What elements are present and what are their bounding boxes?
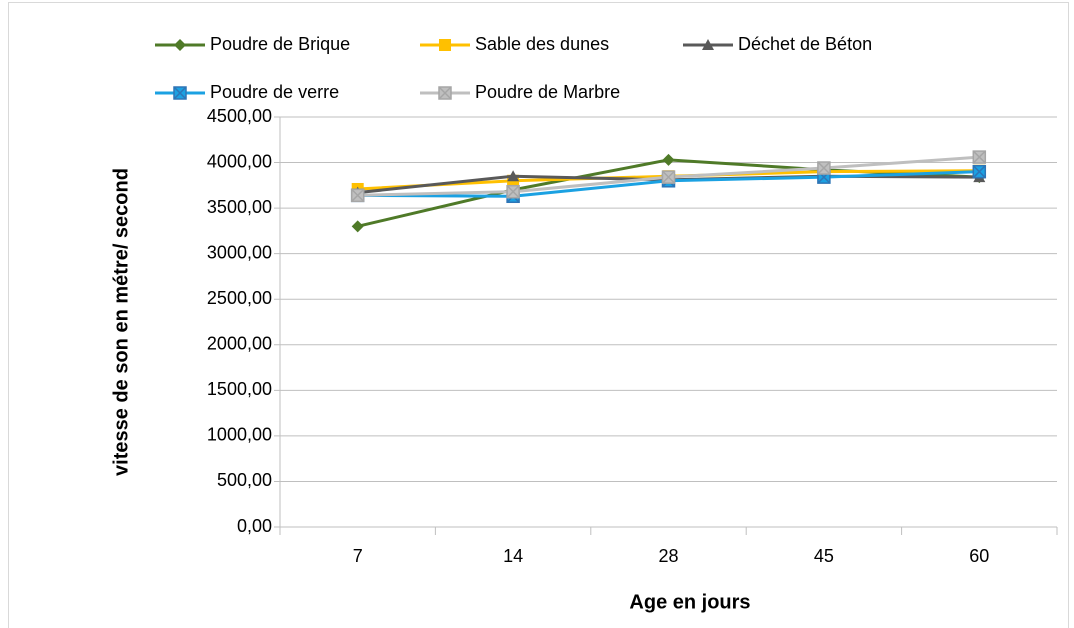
legend-label: Sable des dunes [475, 34, 609, 54]
x-tick-label: 45 [814, 546, 834, 566]
y-tick-label: 4000,00 [207, 151, 272, 171]
y-tick-label: 2500,00 [207, 288, 272, 308]
y-tick-label: 500,00 [217, 470, 272, 490]
y-tick-label: 3500,00 [207, 197, 272, 217]
chart-frame [8, 2, 1069, 628]
y-axis-title: vitesse de son en métre/ second [110, 168, 132, 476]
x-tick-label: 28 [658, 546, 678, 566]
marker [507, 170, 520, 182]
legend-label: Déchet de Béton [738, 34, 872, 54]
x-axis-title: Age en jours [629, 591, 750, 613]
marker [351, 220, 364, 233]
y-tick-label: 3000,00 [207, 242, 272, 262]
marker-cross [661, 170, 676, 184]
legend-label: Poudre de verre [210, 82, 339, 102]
y-tick-label: 2000,00 [207, 334, 272, 354]
marker [174, 39, 186, 51]
y-tick-label: 0,00 [237, 516, 272, 536]
marker-cross [817, 161, 831, 175]
y-tick-label: 4500,00 [207, 106, 272, 126]
x-tick-label: 60 [969, 546, 989, 566]
marker-cross [351, 188, 365, 202]
marker-cross [438, 86, 452, 100]
marker-cross [972, 165, 986, 179]
legend-label: Poudre de Marbre [475, 82, 620, 102]
marker-cross [972, 150, 986, 164]
x-tick-label: 14 [503, 546, 523, 566]
marker [702, 39, 714, 50]
marker-cross [506, 185, 520, 199]
marker-cross [173, 86, 187, 100]
marker [439, 39, 451, 51]
x-tick-label: 7 [353, 546, 363, 566]
y-tick-label: 1000,00 [207, 425, 272, 445]
legend-label: Poudre de Brique [210, 34, 350, 54]
y-tick-label: 1500,00 [207, 379, 272, 399]
marker [662, 153, 675, 166]
